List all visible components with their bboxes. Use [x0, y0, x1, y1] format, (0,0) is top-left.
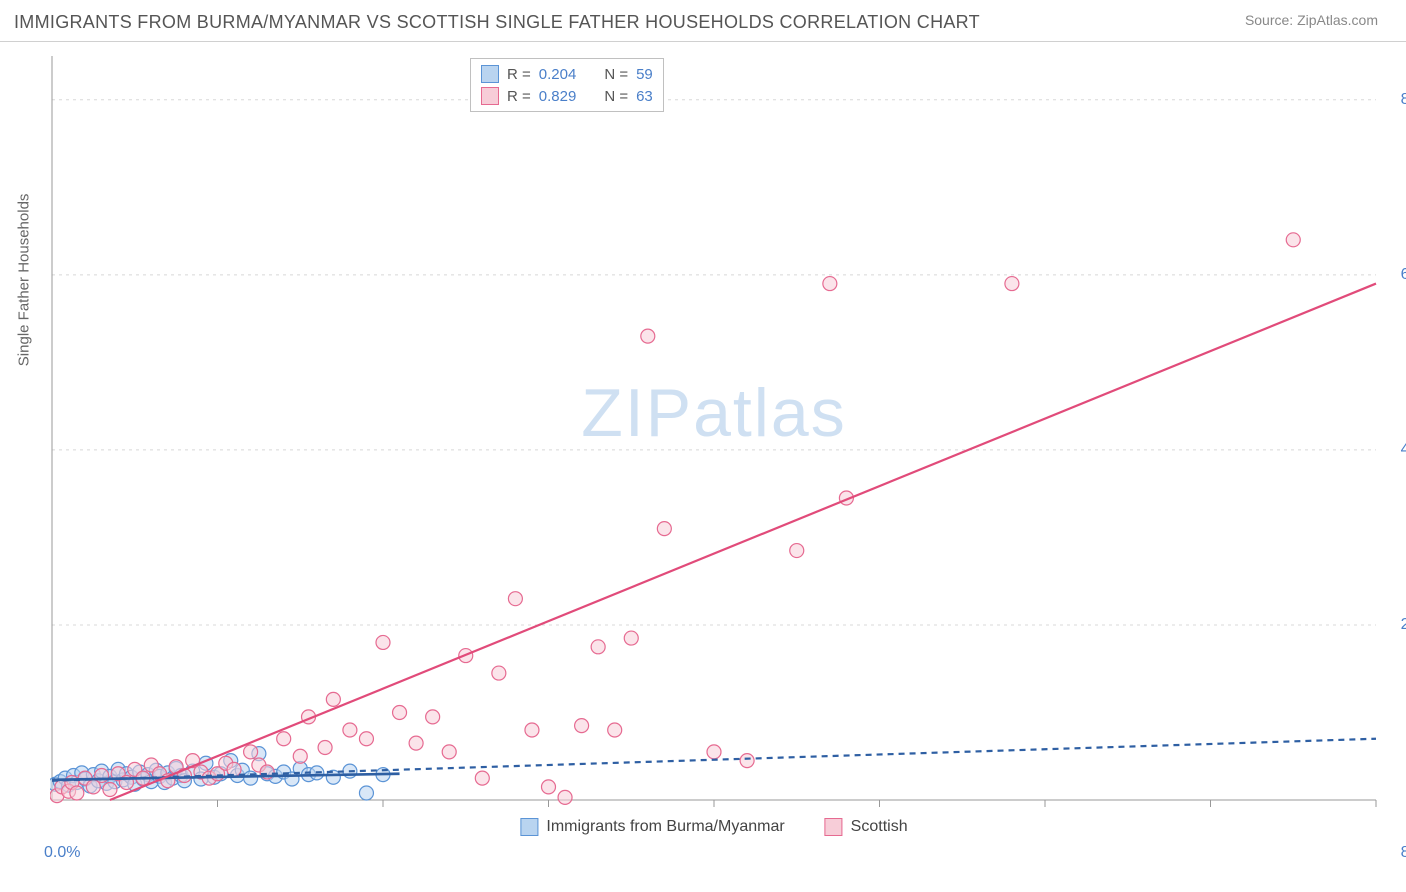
- n-value-burma: 59: [636, 66, 653, 83]
- swatch-scottish: [481, 87, 499, 105]
- legend-label-scottish: Scottish: [851, 818, 908, 836]
- n-label: N =: [604, 88, 628, 105]
- bottom-legend: Immigrants from Burma/Myanmar Scottish: [520, 818, 907, 836]
- r-value-scottish: 0.829: [539, 88, 577, 105]
- y-tick-label: 80.0%: [1401, 91, 1406, 109]
- y-tick-label: 40.0%: [1401, 441, 1406, 459]
- swatch-burma-icon: [520, 818, 538, 836]
- chart-container: Single Father Households ZIPatlas R = 0.…: [50, 54, 1378, 834]
- r-value-burma: 0.204: [539, 66, 577, 83]
- chart-title: IMMIGRANTS FROM BURMA/MYANMAR VS SCOTTIS…: [14, 12, 980, 33]
- scatter-plot: [50, 54, 1378, 834]
- n-label: N =: [604, 66, 628, 83]
- x-tick-end: 80.0%: [1401, 844, 1406, 862]
- chart-header: IMMIGRANTS FROM BURMA/MYANMAR VS SCOTTIS…: [0, 0, 1406, 42]
- swatch-burma: [481, 65, 499, 83]
- source-label: Source: ZipAtlas.com: [1245, 12, 1378, 28]
- r-label: R =: [507, 88, 531, 105]
- r-label: R =: [507, 66, 531, 83]
- swatch-scottish-icon: [825, 818, 843, 836]
- y-axis-label: Single Father Households: [16, 194, 33, 367]
- legend-item-scottish: Scottish: [825, 818, 908, 836]
- x-tick-start: 0.0%: [44, 844, 80, 862]
- stats-row-burma: R = 0.204 N = 59: [481, 63, 653, 85]
- legend-item-burma: Immigrants from Burma/Myanmar: [520, 818, 784, 836]
- y-tick-label: 20.0%: [1401, 616, 1406, 634]
- legend-label-burma: Immigrants from Burma/Myanmar: [546, 818, 784, 836]
- stats-legend: R = 0.204 N = 59 R = 0.829 N = 63: [470, 58, 664, 112]
- n-value-scottish: 63: [636, 88, 653, 105]
- y-tick-label: 60.0%: [1401, 266, 1406, 284]
- stats-row-scottish: R = 0.829 N = 63: [481, 85, 653, 107]
